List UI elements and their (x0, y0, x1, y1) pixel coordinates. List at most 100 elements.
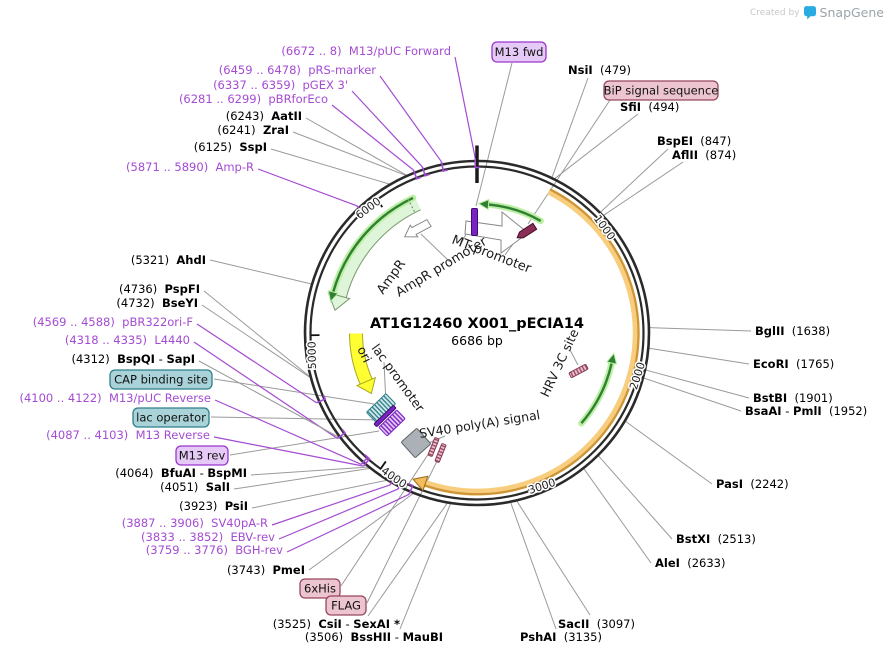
ori-label[interactable]: ori (354, 344, 375, 365)
m13-rev-box[interactable] (175, 445, 229, 466)
bspei-label[interactable]: BspEI (847) (657, 134, 731, 148)
aflii-label[interactable]: AflII (874) (672, 148, 736, 162)
m13-puc-reverse-label[interactable]: (4100 .. 4122) M13/pUC Reverse (20, 391, 212, 405)
lac-operator-box-label[interactable]: lac operator (136, 411, 206, 425)
pmei-label[interactable]: (3743) PmeI (227, 563, 305, 577)
orf-segment-top-head[interactable] (477, 198, 490, 211)
m13-reverse-label[interactable]: (4087 .. 4103) M13 Reverse (46, 428, 210, 442)
amp-r-label[interactable]: (5871 .. 5890) Amp-R (126, 160, 254, 174)
cap-box-label[interactable]: CAP binding site (114, 373, 208, 387)
aatii-label[interactable]: (6243) AatII (226, 109, 302, 123)
sspi-label[interactable]: (6125) SspI (194, 140, 267, 154)
bip-box-label[interactable]: BiP signal sequence (604, 84, 719, 98)
orf-segment-right[interactable] (580, 362, 613, 424)
mt-promoter-arrow[interactable] (464, 210, 529, 254)
bsshii-maubi-line (399, 502, 452, 630)
m13-rev-box-label[interactable]: M13 rev (179, 449, 226, 463)
m13-fwd-box[interactable] (491, 41, 547, 63)
hrv-3c-glyph[interactable] (568, 364, 589, 378)
m13-fwd-site[interactable] (471, 208, 478, 236)
ori-band[interactable] (349, 333, 373, 385)
bspqi-sapi-label[interactable]: (4312) BspQI - SapI (72, 352, 196, 366)
amp-r-site-mark[interactable] (356, 205, 368, 214)
lac-operator-box[interactable] (132, 407, 210, 428)
ampr-promoter-arrow[interactable] (403, 218, 432, 238)
his6-box-line (340, 446, 434, 587)
sv40-polya-glyph[interactable] (401, 428, 431, 458)
sv40pa-r-line (271, 484, 391, 526)
pgex-3-line (351, 90, 423, 168)
bstbi-label[interactable]: BstBI (1901) (753, 391, 833, 405)
orf-segment-top-glow[interactable] (485, 201, 544, 225)
psii-label[interactable]: (3923) PsiI (179, 499, 248, 513)
lac-operator-box-line (210, 416, 385, 421)
flag-box-label[interactable]: FLAG (331, 599, 361, 613)
m13-puc-forward-label[interactable]: (6672 .. 8) M13/pUC Forward (281, 44, 451, 58)
bglii-label[interactable]: BglII (1638) (755, 324, 830, 338)
m13-fwd-box-label[interactable]: M13 fwd (495, 45, 544, 59)
flag-box[interactable] (325, 595, 367, 616)
his6-box[interactable] (299, 578, 341, 599)
pshai-label[interactable]: PshAI (3135) (520, 630, 602, 644)
alei-label[interactable]: AleI (2633) (655, 556, 725, 570)
bstbi-line (644, 369, 750, 399)
insert-orf-arc-head[interactable] (412, 475, 429, 492)
ebv-rev-site-mark[interactable] (397, 477, 404, 490)
pasi-label[interactable]: PasI (2242) (716, 477, 789, 491)
bgh-rev-label[interactable]: (3759 .. 3776) BGH-rev (146, 543, 283, 557)
insert-orf-arc[interactable] (424, 188, 640, 496)
ampr-gene-band[interactable] (331, 196, 421, 298)
pgex-3-site-mark[interactable] (421, 166, 430, 177)
bstxi-label[interactable]: BstXI (2513) (676, 532, 756, 546)
orf-segment-right-glow[interactable] (578, 359, 615, 427)
bsaai-pmli-label[interactable]: BsaAI - PmlI (1952) (745, 404, 867, 418)
his6-glyph[interactable] (434, 443, 447, 463)
bgh-rev-site-mark[interactable] (408, 483, 414, 495)
sfii-label[interactable]: SfiI (494) (620, 100, 679, 114)
bspei-line (599, 148, 669, 214)
csii-sexai-label[interactable]: (3525) CsiI - SexAI * (273, 617, 400, 631)
ampr-gene-arrow-head[interactable] (327, 289, 339, 303)
sali-label[interactable]: (4051) SalI (160, 480, 230, 494)
nsii-label[interactable]: NsiI (479) (568, 63, 631, 77)
amp-r-line (257, 168, 358, 207)
prs-marker-label[interactable]: (6459 .. 6478) pRS-marker (219, 63, 376, 77)
zrai-label[interactable]: (6241) ZraI (217, 123, 289, 137)
sv40-polya-label[interactable]: SV40 poly(A) signal (418, 407, 541, 441)
his6-box-label[interactable]: 6xHis (304, 582, 336, 596)
bip-box[interactable] (603, 80, 719, 101)
bfuai-bspmi-label[interactable]: (4064) BfuAI - BspMI (115, 466, 247, 480)
ebv-rev-label[interactable]: (3833 .. 3852) EBV-rev (141, 530, 275, 544)
m13-puc-forward-site-mark[interactable] (474, 157, 480, 169)
zrai-line (292, 131, 408, 177)
flag-glyph[interactable] (427, 437, 440, 457)
sv40pa-r-site-mark[interactable] (389, 473, 396, 486)
orf-segment-top[interactable] (488, 203, 542, 222)
bseyi-label[interactable]: (4732) BseYI (116, 296, 198, 310)
lac-operator-glyph[interactable] (378, 409, 406, 437)
pbrforeco-label[interactable]: (6281 .. 6299) pBRforEco (179, 92, 328, 106)
sv40pa-r-label[interactable]: (3887 .. 3906) SV40pA-R (122, 516, 268, 530)
prs-marker-site-mark[interactable] (440, 161, 448, 172)
l4440-label[interactable]: (4318 .. 4335) L4440 (65, 333, 190, 347)
orf-segment-right-head[interactable] (605, 352, 618, 365)
m13-rev-site[interactable] (373, 405, 397, 427)
ampr-gene-arrow[interactable] (332, 196, 414, 293)
ecori-label[interactable]: EcoRI (1765) (753, 357, 834, 371)
pbr322ori-f-site-mark[interactable] (316, 394, 327, 404)
pgex-3-label[interactable]: (6337 .. 6359) pGEX 3' (213, 78, 348, 92)
pspfi-label[interactable]: (4736) PspFI (119, 282, 200, 296)
pbr322ori-f-label[interactable]: (4569 .. 4588) pBR322ori-F (33, 315, 193, 329)
sali-line (233, 467, 371, 490)
alei-line (582, 467, 652, 564)
l4440-site-mark[interactable] (336, 428, 347, 440)
cap-box[interactable] (109, 369, 213, 390)
bsshii-maubi-label[interactable]: (3506) BssHII - MauBI (305, 630, 443, 644)
pbrforeco-site-mark[interactable] (412, 169, 422, 180)
ahdi-label[interactable]: (5321) AhdI (131, 253, 206, 267)
ori-band-head[interactable] (355, 376, 377, 395)
m13-reverse-site-mark[interactable] (362, 455, 371, 467)
bip-signal-glyph[interactable] (515, 222, 538, 240)
sacii-label[interactable]: SacII (3097) (558, 617, 635, 631)
insert-orf-arc-glow[interactable] (424, 188, 640, 496)
